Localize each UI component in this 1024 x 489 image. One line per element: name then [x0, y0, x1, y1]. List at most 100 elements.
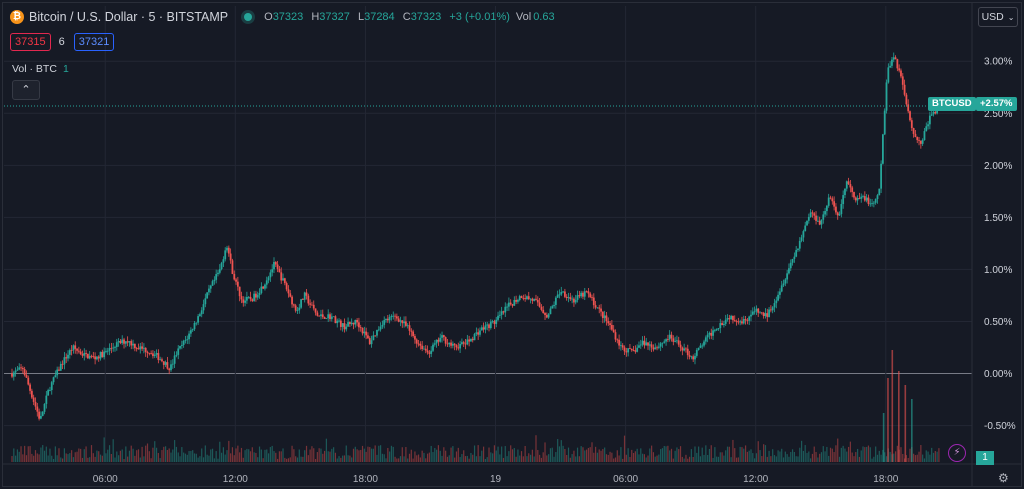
currency-button[interactable]: USD ⌄	[978, 7, 1018, 27]
volume-bar	[916, 454, 918, 462]
candle-body	[38, 411, 41, 419]
symbol-price-label: BTCUSD	[928, 97, 976, 111]
open-label: O	[264, 11, 273, 23]
candle-body	[701, 345, 704, 347]
volume-bar	[486, 457, 488, 462]
volume-bar	[277, 458, 279, 462]
volume-bar	[311, 446, 313, 462]
candle-body	[61, 363, 64, 365]
candle-body	[735, 321, 738, 323]
candle-body	[166, 362, 169, 369]
candle-body	[605, 315, 608, 322]
volume-bar	[773, 455, 776, 462]
candle-body	[780, 285, 783, 292]
candle-body	[430, 350, 433, 354]
candle-body	[249, 296, 252, 300]
volume-bar	[338, 456, 340, 462]
volume-bar	[519, 455, 521, 462]
candle-body	[910, 120, 913, 129]
gear-icon[interactable]: ⚙	[998, 471, 1009, 485]
volume-bar	[553, 456, 555, 462]
volume-bar	[20, 446, 22, 462]
volume-bar	[217, 458, 219, 462]
volume-bar	[441, 455, 443, 462]
candle-body	[343, 323, 346, 330]
candle-body	[824, 211, 826, 215]
volume-bar	[627, 448, 629, 462]
volume-bar	[784, 451, 786, 462]
candle-body	[645, 342, 648, 346]
buy-price-button[interactable]: 37321	[73, 33, 115, 51]
volume-bar	[177, 452, 179, 462]
candle-body	[580, 292, 583, 297]
candle-body	[188, 333, 190, 340]
candle-body	[224, 250, 227, 260]
candle-body	[264, 284, 266, 289]
volume-bar	[786, 454, 788, 462]
candle-body	[784, 279, 787, 284]
volume-bar	[168, 448, 170, 462]
candle-body	[723, 323, 725, 325]
volume-bar	[172, 449, 174, 462]
candle-body	[903, 84, 906, 95]
candle-body	[862, 196, 864, 197]
ohlc-values: O37323 H37327 L37284 C37323 +3 (+0.01%)	[264, 11, 510, 23]
symbol-title[interactable]: Bitcoin / U.S. Dollar · 5 · BITSTAMP	[29, 10, 229, 24]
candle-body	[399, 320, 402, 322]
candle-body	[921, 140, 924, 144]
volume-legend[interactable]: Vol · BTC 1	[12, 63, 69, 75]
candle-body	[589, 293, 592, 298]
candle-body	[654, 347, 657, 350]
candle-body	[298, 307, 301, 311]
sell-price-button[interactable]: 37315	[10, 33, 51, 51]
candle-body	[744, 319, 747, 321]
volume-bar	[703, 454, 705, 462]
lightning-icon[interactable]: ⚡	[948, 444, 966, 462]
candle-body	[896, 59, 899, 69]
volume-bar	[65, 453, 67, 462]
volume-bar	[873, 456, 875, 462]
volume-bar	[143, 456, 145, 462]
volume-bar	[392, 446, 394, 462]
candle-body	[218, 269, 221, 273]
candle-body	[500, 311, 503, 315]
candle-body	[27, 377, 30, 385]
candle-body	[779, 291, 781, 295]
volume-bar	[660, 449, 662, 462]
candle-body	[287, 289, 290, 294]
collapse-legend-button[interactable]: ⌃	[12, 80, 40, 100]
candle-body	[634, 350, 637, 352]
candle-body	[370, 340, 373, 345]
bitcoin-logo-icon: ₿	[10, 10, 24, 24]
volume-bar	[869, 447, 871, 462]
price-axis: 3.00% 2.50% 2.00% 1.50% 1.00% 0.50% 0.00% -0.50…	[984, 57, 1016, 432]
volume-bar	[477, 445, 479, 462]
volume-bar	[394, 456, 396, 462]
candle-body	[314, 308, 317, 313]
candle-body	[677, 340, 680, 345]
market-status-icon[interactable]	[244, 13, 253, 21]
volume-bar	[484, 458, 486, 462]
volume-bar	[481, 450, 483, 462]
candle-body	[432, 344, 434, 351]
volume-bar	[49, 448, 51, 462]
candle-body	[869, 203, 872, 205]
volume-bar	[782, 457, 785, 462]
volume-bar	[159, 458, 161, 462]
candle-body	[872, 202, 875, 204]
candle-body	[23, 369, 26, 375]
volume-bar	[687, 458, 689, 462]
candle-body	[560, 291, 563, 295]
volume-bar	[849, 441, 851, 462]
volume-bar	[540, 457, 543, 462]
candle-body	[68, 350, 71, 355]
volume-bar	[372, 448, 374, 462]
candle-body	[406, 325, 409, 327]
volume-bar	[334, 452, 337, 462]
volume-bar	[614, 457, 617, 462]
candle-body	[146, 351, 149, 353]
candle-body	[245, 296, 248, 301]
volume-bar	[551, 447, 553, 462]
volume-bar	[667, 445, 669, 462]
